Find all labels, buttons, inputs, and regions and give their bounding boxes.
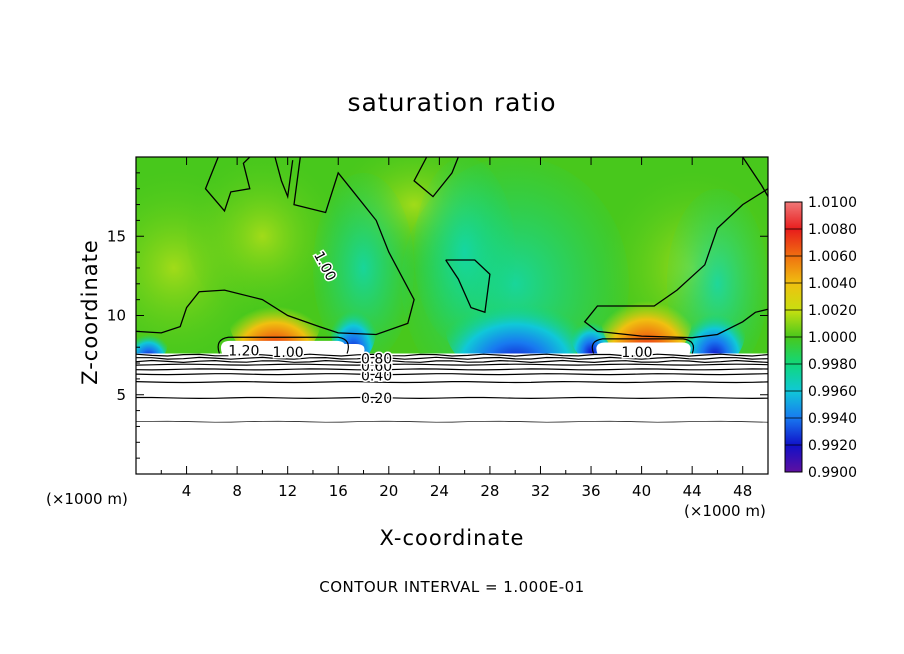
contour-level-line-2 bbox=[136, 380, 768, 384]
contour-label-1-0: 0.40 bbox=[361, 369, 392, 385]
contour-label-halo-1-0: 0.40 bbox=[361, 369, 392, 385]
colorbar-segment-8 bbox=[785, 418, 802, 446]
colorbar-label-0: 1.0100 bbox=[808, 195, 857, 211]
contour-level-line-0 bbox=[136, 420, 768, 423]
contour-label-halo-5-0: 1.20 bbox=[228, 343, 259, 359]
contour-lines: 0.200.200.400.400.600.600.800.801.001.00… bbox=[136, 157, 768, 423]
x-tick-label-7: 32 bbox=[531, 482, 550, 500]
contour-label-halo-3-0: 0.80 bbox=[361, 351, 392, 367]
contour-label-4-1: 1.00 bbox=[621, 345, 652, 361]
contour-level-line-5 bbox=[136, 363, 768, 366]
y-tick-label-0: 5 bbox=[116, 386, 126, 404]
x-tick-label-3: 16 bbox=[329, 482, 348, 500]
contour-level-line-8 bbox=[136, 353, 768, 357]
field-patch-warm-1 bbox=[186, 157, 339, 316]
contour-label-0-0: 0.20 bbox=[361, 391, 392, 407]
y-tick-label-1: 10 bbox=[107, 307, 126, 325]
contour-1-00-2 bbox=[136, 157, 415, 336]
contour-label-halo-2-0: 0.60 bbox=[361, 359, 392, 375]
contour-1-00-5 bbox=[583, 188, 768, 339]
contour-level-line-1 bbox=[136, 396, 768, 400]
field-subsaturated-4 bbox=[136, 325, 168, 364]
colorbar-segment-3 bbox=[785, 283, 802, 311]
contour-level-line-3 bbox=[136, 373, 768, 376]
colorbar-label-7: 0.9960 bbox=[808, 384, 857, 400]
colorbar: 1.0100 1.0080 1.0060 1.0040 1.0020 1.0000 0.99… bbox=[784, 195, 857, 481]
colorbar-segment-4 bbox=[785, 310, 802, 338]
cloud-blob-0 bbox=[220, 340, 346, 354]
colorbar-segment-6 bbox=[785, 364, 802, 392]
contour-label-2-0: 0.60 bbox=[361, 359, 392, 375]
colorbar-label-9: 0.9920 bbox=[808, 438, 857, 454]
colorbar-label-5: 1.0000 bbox=[808, 330, 857, 346]
cloud-outline-1 bbox=[591, 338, 695, 354]
colorbar-label-6: 0.9980 bbox=[808, 357, 857, 373]
colorbar-segment-7 bbox=[785, 391, 802, 419]
x-tick-label-0: 4 bbox=[182, 482, 192, 500]
colorbar-label-3: 1.0040 bbox=[808, 276, 857, 292]
contour-label-halo-4-1: 1.00 bbox=[621, 345, 652, 361]
y-tick-label-2: 15 bbox=[107, 227, 126, 245]
contour-label-3-0: 0.80 bbox=[361, 351, 392, 367]
colorbar-segment-2 bbox=[785, 256, 802, 284]
colorbar-segment-0 bbox=[785, 202, 802, 230]
x-tick-label-2: 12 bbox=[278, 482, 297, 500]
contour-1-00-0 bbox=[204, 157, 251, 213]
contour-label-halo-4-0: 1.00 bbox=[273, 345, 304, 361]
contour-level-line-7 bbox=[136, 356, 768, 360]
field-subsaturated-2 bbox=[684, 296, 746, 367]
contour-label-halo-0-0: 0.20 bbox=[361, 391, 392, 407]
colorbar-segment-1 bbox=[785, 229, 802, 257]
field-supersaturated-1 bbox=[601, 274, 693, 364]
contour-1-00-6 bbox=[742, 157, 768, 197]
x-tick-label-10: 44 bbox=[683, 482, 702, 500]
x-tick-label-9: 40 bbox=[632, 482, 651, 500]
contour-1-00-1 bbox=[274, 157, 294, 200]
contour-level-line-4 bbox=[136, 368, 768, 371]
x-unit-label-right: (×1000 m) bbox=[684, 502, 766, 520]
cloud-blob-2 bbox=[324, 344, 365, 354]
x-unit-label-left: (×1000 m) bbox=[46, 490, 128, 508]
colorbar-segment-9 bbox=[785, 445, 802, 473]
chart-title: saturation ratio bbox=[347, 88, 557, 117]
colorbar-label-1: 1.0080 bbox=[808, 222, 857, 238]
contour-1-00-3 bbox=[413, 157, 459, 198]
contour-label-5-0: 1.20 bbox=[228, 343, 259, 359]
cloud-outline-0 bbox=[217, 336, 349, 354]
contour-1-00-4 bbox=[445, 259, 491, 314]
contour-level-line-6 bbox=[136, 359, 768, 364]
colorbar-label-4: 1.0020 bbox=[808, 303, 857, 319]
colorbar-label-2: 1.0060 bbox=[808, 249, 857, 265]
x-tick-label-1: 8 bbox=[232, 482, 242, 500]
saturation-field bbox=[136, 157, 768, 474]
x-tick-label-6: 28 bbox=[480, 482, 499, 500]
x-tick-label-8: 36 bbox=[581, 482, 600, 500]
x-axis-label: X-coordinate bbox=[379, 526, 525, 550]
colorbar-segment-5 bbox=[785, 337, 802, 365]
cloud-blob-1 bbox=[596, 342, 691, 354]
contour-interval-note: CONTOUR INTERVAL = 1.000E-01 bbox=[319, 578, 585, 596]
field-lower-layer bbox=[136, 353, 768, 474]
contour-label-4-0: 1.00 bbox=[273, 345, 304, 361]
colorbar-label-10: 0.9900 bbox=[808, 465, 857, 481]
x-tick-label-5: 24 bbox=[430, 482, 449, 500]
colorbar-label-8: 0.9940 bbox=[808, 411, 857, 427]
x-tick-label-4: 20 bbox=[379, 482, 398, 500]
field-subsaturated-0 bbox=[445, 277, 585, 379]
x-tick-label-11: 48 bbox=[733, 482, 752, 500]
